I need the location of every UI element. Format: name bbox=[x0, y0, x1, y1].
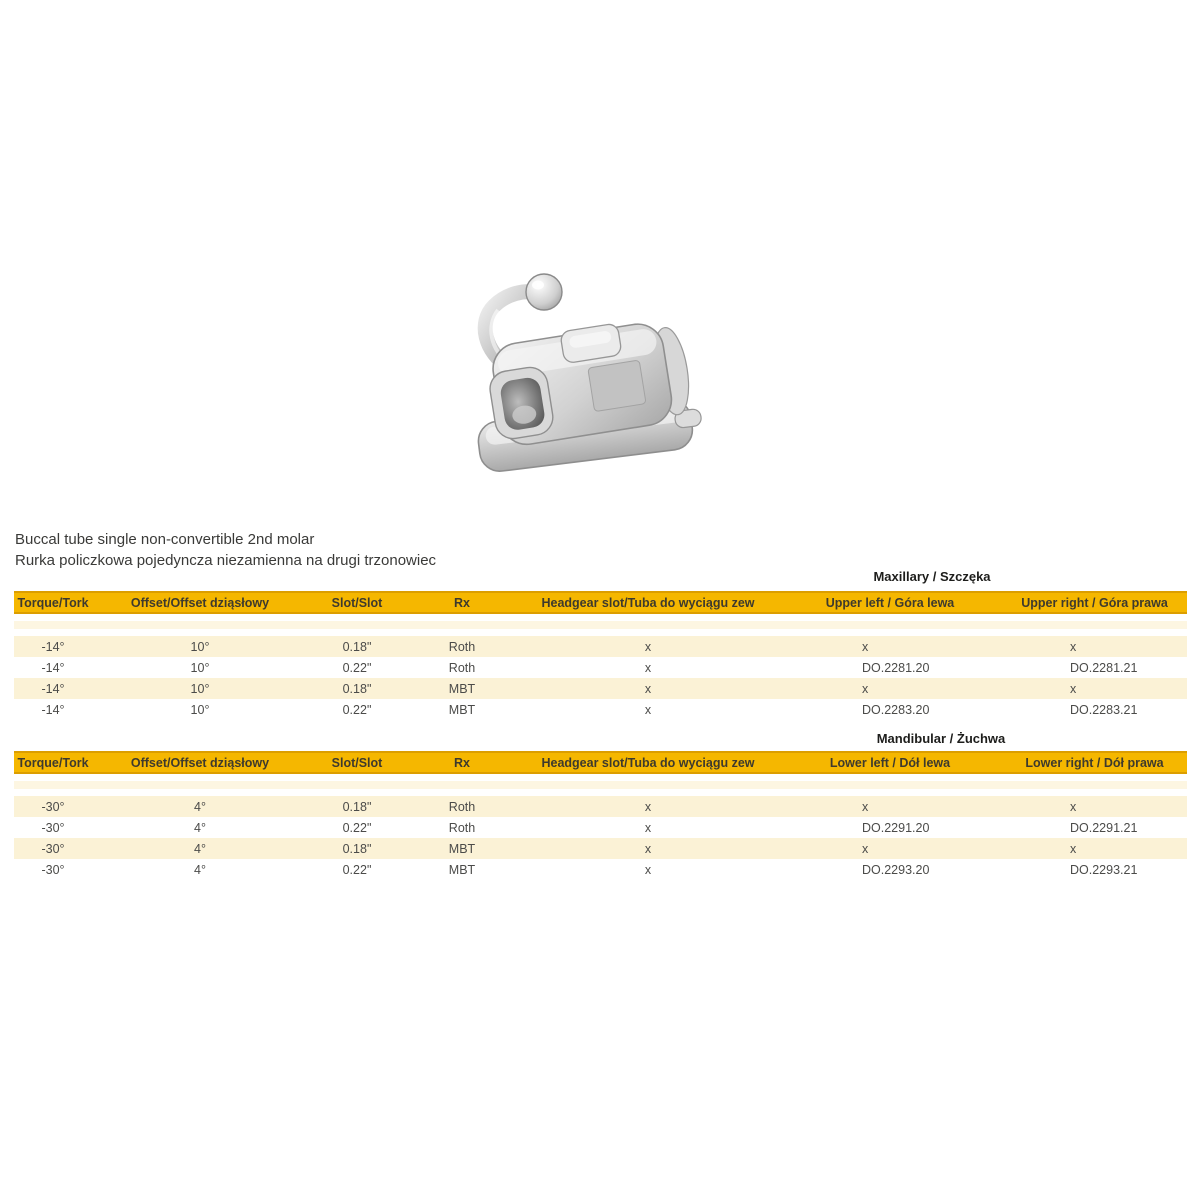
table-cell: 4° bbox=[194, 820, 206, 835]
table-row: -14° 10° 0.18" MBT x x x bbox=[14, 678, 1187, 699]
table-row: -30° 4° 0.18" MBT x x x bbox=[14, 838, 1187, 859]
table-cell: 0.18" bbox=[342, 841, 372, 856]
column-header: Headgear slot/Tuba do wyciągu zew bbox=[541, 755, 755, 770]
table-cell: x bbox=[644, 702, 652, 717]
table-row: -14° 10° 0.22" MBT x DO.2283.20 DO.2283.21 bbox=[14, 699, 1187, 720]
table-cell: -30° bbox=[41, 799, 65, 814]
column-header: Offset/Offset dziąsłowy bbox=[130, 755, 270, 770]
column-header: Torque/Tork bbox=[17, 755, 89, 770]
section-title-maxillary: Maxillary / Szczęka bbox=[873, 569, 991, 584]
table-row: -14° 10° 0.18" Roth x x x bbox=[14, 636, 1187, 657]
table-cell: DO.2291.20 bbox=[862, 820, 930, 835]
table-row: -30° 4° 0.18" Roth x x x bbox=[14, 796, 1187, 817]
table-cell: Roth bbox=[448, 660, 476, 675]
mandibular-table: Torque/Tork Offset/Offset dziąsłowy Slot/S… bbox=[14, 751, 1187, 880]
table-cell: x bbox=[1070, 681, 1077, 696]
table-cell: MBT bbox=[448, 681, 476, 696]
table-cell: -30° bbox=[41, 841, 65, 856]
hook-arm bbox=[477, 284, 548, 376]
table-cell: 0.22" bbox=[342, 660, 372, 675]
table-cell: 0.22" bbox=[342, 862, 372, 877]
table-cell: x bbox=[862, 639, 869, 654]
column-header: Torque/Tork bbox=[17, 595, 89, 610]
table-cell: -14° bbox=[41, 681, 65, 696]
table-cell: 4° bbox=[194, 862, 206, 877]
table-cell: DO.2293.21 bbox=[1070, 862, 1138, 877]
table-cell: x bbox=[644, 841, 652, 856]
table-cell: 4° bbox=[194, 799, 206, 814]
table-cell: DO.2281.20 bbox=[862, 660, 930, 675]
column-header: Rx bbox=[454, 755, 470, 770]
column-header: Upper right / Góra prawa bbox=[1021, 595, 1168, 610]
column-header: Lower right / Dół prawa bbox=[1025, 755, 1164, 770]
table-cell: x bbox=[644, 799, 652, 814]
spacer-row bbox=[14, 781, 1187, 789]
section-title-mandibular: Mandibular / Żuchwa bbox=[876, 731, 1006, 746]
table-cell: 10° bbox=[190, 660, 210, 675]
table-cell: x bbox=[1070, 841, 1077, 856]
table-cell: -30° bbox=[41, 820, 65, 835]
column-header: Lower left / Dół lewa bbox=[829, 755, 951, 770]
table-cell: 0.18" bbox=[342, 681, 372, 696]
column-header: Slot/Slot bbox=[331, 755, 383, 770]
column-header: Rx bbox=[454, 595, 470, 610]
table-row: -30° 4° 0.22" Roth x DO.2291.20 DO.2291.21 bbox=[14, 817, 1187, 838]
table-cell: Roth bbox=[448, 799, 476, 814]
table-cell: -14° bbox=[41, 639, 65, 654]
table-header-row: Torque/Tork Offset/Offset dziąsłowy Slot/S… bbox=[14, 591, 1187, 614]
column-header: Offset/Offset dziąsłowy bbox=[130, 595, 270, 610]
table-cell: DO.2291.21 bbox=[1070, 820, 1138, 835]
table-cell: DO.2281.21 bbox=[1070, 660, 1138, 675]
table-cell: 10° bbox=[190, 681, 210, 696]
table-cell: 0.18" bbox=[342, 639, 372, 654]
tube-body bbox=[489, 323, 690, 446]
table-cell: x bbox=[644, 820, 652, 835]
table-cell: 10° bbox=[190, 639, 210, 654]
table-row: -14° 10° 0.22" Roth x DO.2281.20 DO.2281.21 bbox=[14, 657, 1187, 678]
column-header: Upper left / Góra lewa bbox=[825, 595, 955, 610]
table-cell: x bbox=[862, 799, 869, 814]
table-cell: Roth bbox=[448, 820, 476, 835]
table-cell: x bbox=[862, 681, 869, 696]
column-header: Headgear slot/Tuba do wyciągu zew bbox=[541, 595, 755, 610]
spacer-row bbox=[14, 621, 1187, 629]
hook-ball bbox=[525, 273, 563, 311]
table-header-row: Torque/Tork Offset/Offset dziąsłowy Slot/S… bbox=[14, 751, 1187, 774]
table-cell: -14° bbox=[41, 702, 65, 717]
table-cell: Roth bbox=[448, 639, 476, 654]
table-cell: x bbox=[644, 639, 652, 654]
table-cell: -30° bbox=[41, 862, 65, 877]
table-cell: 0.18" bbox=[342, 799, 372, 814]
table-cell: 10° bbox=[190, 702, 210, 717]
table-cell: x bbox=[644, 862, 652, 877]
column-header: Slot/Slot bbox=[331, 595, 383, 610]
table-cell: x bbox=[644, 681, 652, 696]
table-cell: DO.2293.20 bbox=[862, 862, 930, 877]
table-cell: x bbox=[862, 841, 869, 856]
product-title-en: Buccal tube single non-convertible 2nd m… bbox=[15, 531, 315, 548]
table-cell: 4° bbox=[194, 841, 206, 856]
table-cell: MBT bbox=[448, 862, 476, 877]
product-image-buccal-tube bbox=[477, 273, 702, 472]
table-cell: 0.22" bbox=[342, 820, 372, 835]
table-cell: MBT bbox=[448, 702, 476, 717]
table-cell: DO.2283.20 bbox=[862, 702, 930, 717]
table-cell: -14° bbox=[41, 660, 65, 675]
table-cell: x bbox=[644, 660, 652, 675]
table-cell: x bbox=[1070, 799, 1077, 814]
maxillary-table: Torque/Tork Offset/Offset dziąsłowy Slot/S… bbox=[14, 591, 1187, 720]
table-cell: 0.22" bbox=[342, 702, 372, 717]
product-titles: Buccal tube single non-convertible 2nd m… bbox=[15, 529, 436, 571]
table-cell: x bbox=[1070, 639, 1077, 654]
product-title-pl: Rurka policzkowa pojedyncza niezamienna … bbox=[15, 552, 437, 569]
table-cell: DO.2283.21 bbox=[1070, 702, 1138, 717]
table-row: -30° 4° 0.22" MBT x DO.2293.20 DO.2293.21 bbox=[14, 859, 1187, 880]
table-cell: MBT bbox=[448, 841, 476, 856]
